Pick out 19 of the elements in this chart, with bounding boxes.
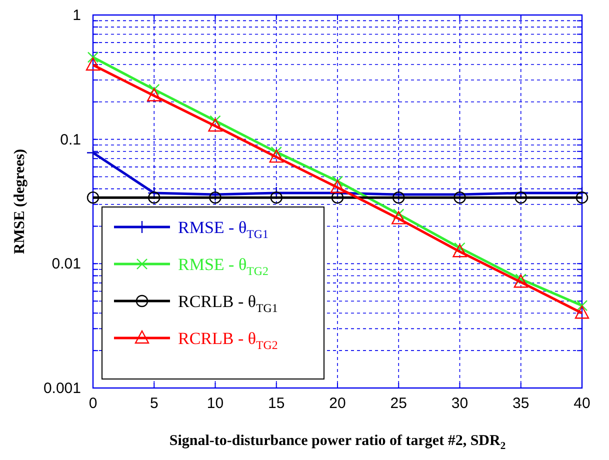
- x-tick-label: 35: [512, 395, 530, 412]
- x-tick-label: 25: [390, 395, 407, 412]
- x-tick-label: 40: [574, 395, 590, 412]
- x-tick-label: 30: [451, 395, 468, 412]
- y-tick-label: 1: [72, 7, 81, 24]
- legend-label: RCRLB - θ$_{TG1}$: [178, 292, 278, 315]
- legend-label: RMSE - θ$_{TG2}$: [178, 255, 268, 278]
- legend-label: RMSE - θ$_{TG1}$: [178, 218, 268, 241]
- y-tick-label: 0.1: [60, 131, 81, 148]
- x-tick-label: 5: [150, 395, 158, 412]
- y-axis-title: RMSE (degrees): [12, 148, 28, 254]
- x-tick-label: 0: [88, 395, 98, 412]
- y-tick-label: 0.001: [43, 380, 81, 397]
- y-tick-label: 0.01: [52, 256, 81, 273]
- x-tick-label: 15: [268, 395, 285, 412]
- x-axis-title: Signal-to-disturbance power ratio of target #2, SDR$_{2}$: [169, 433, 506, 452]
- x-tick-label: 20: [329, 395, 346, 412]
- x-tick-label: 10: [206, 395, 224, 412]
- legend-label: RCRLB - θ$_{TG2}$: [178, 329, 278, 352]
